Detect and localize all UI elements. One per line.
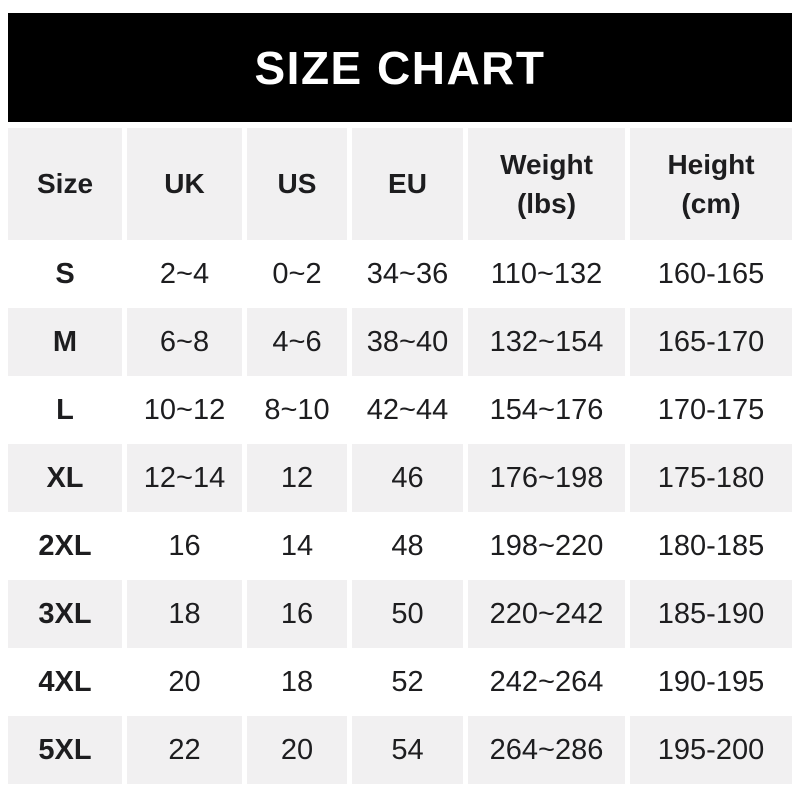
table-row: S 2~4 0~2 34~36 110~132 160-165 [8,240,792,308]
uk-cell: 2~4 [127,240,242,308]
header-cell-us: US [247,128,347,240]
page-title: SIZE CHART [254,41,546,94]
weight-cell: 220~242 [468,580,625,648]
header-cell-size: Size [8,128,122,240]
eu-cell: 46 [352,444,463,512]
height-cell: 195-200 [630,716,792,784]
us-cell: 14 [247,512,347,580]
height-cell: 185-190 [630,580,792,648]
us-cell: 4~6 [247,308,347,376]
eu-cell: 48 [352,512,463,580]
weight-cell: 198~220 [468,512,625,580]
us-cell: 18 [247,648,347,716]
height-cell: 165-170 [630,308,792,376]
table-row: M 6~8 4~6 38~40 132~154 165-170 [8,308,792,376]
us-cell: 16 [247,580,347,648]
us-cell: 8~10 [247,376,347,444]
height-cell: 160-165 [630,240,792,308]
eu-cell: 38~40 [352,308,463,376]
uk-cell: 22 [127,716,242,784]
eu-cell: 50 [352,580,463,648]
header-cell-eu: EU [352,128,463,240]
weight-cell: 154~176 [468,376,625,444]
table-header-row: Size UK US EU Weight (lbs) Height (cm) [8,128,792,240]
uk-cell: 18 [127,580,242,648]
size-cell: L [8,376,122,444]
eu-cell: 54 [352,716,463,784]
us-cell: 20 [247,716,347,784]
size-chart-banner: SIZE CHART [8,13,792,122]
size-cell: M [8,308,122,376]
table-row: XL 12~14 12 46 176~198 175-180 [8,444,792,512]
eu-cell: 34~36 [352,240,463,308]
weight-cell: 242~264 [468,648,625,716]
weight-cell: 110~132 [468,240,625,308]
weight-cell: 264~286 [468,716,625,784]
table-row: 2XL 16 14 48 198~220 180-185 [8,512,792,580]
height-cell: 175-180 [630,444,792,512]
table-row: 3XL 18 16 50 220~242 185-190 [8,580,792,648]
uk-cell: 10~12 [127,376,242,444]
height-cell: 190-195 [630,648,792,716]
us-cell: 12 [247,444,347,512]
height-cell: 170-175 [630,376,792,444]
table-row: L 10~12 8~10 42~44 154~176 170-175 [8,376,792,444]
uk-cell: 12~14 [127,444,242,512]
us-cell: 0~2 [247,240,347,308]
size-cell: XL [8,444,122,512]
uk-cell: 6~8 [127,308,242,376]
size-chart-table: Size UK US EU Weight (lbs) Height (cm) S… [8,128,792,784]
header-cell-weight: Weight (lbs) [468,128,625,240]
uk-cell: 16 [127,512,242,580]
header-cell-height: Height (cm) [630,128,792,240]
size-cell: 4XL [8,648,122,716]
header-cell-uk: UK [127,128,242,240]
table-row: 5XL 22 20 54 264~286 195-200 [8,716,792,784]
table-row: 4XL 20 18 52 242~264 190-195 [8,648,792,716]
size-cell: 2XL [8,512,122,580]
eu-cell: 52 [352,648,463,716]
eu-cell: 42~44 [352,376,463,444]
weight-cell: 132~154 [468,308,625,376]
height-cell: 180-185 [630,512,792,580]
uk-cell: 20 [127,648,242,716]
size-cell: 3XL [8,580,122,648]
weight-cell: 176~198 [468,444,625,512]
size-cell: 5XL [8,716,122,784]
size-cell: S [8,240,122,308]
